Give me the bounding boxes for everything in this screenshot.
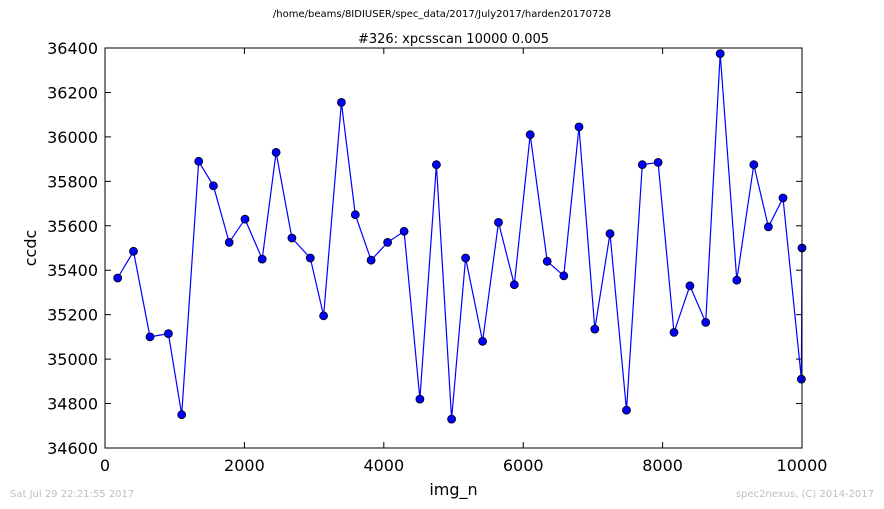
footer-credit: spec2nexus, (C) 2014-2017 [735, 489, 874, 500]
data-point [590, 324, 600, 334]
data-point [622, 405, 631, 415]
data-point [177, 410, 187, 420]
data-point [319, 311, 329, 321]
data-point [605, 229, 615, 239]
data-point [129, 246, 138, 256]
data-point [685, 281, 695, 291]
x-tick-label: 0 [100, 456, 110, 475]
data-point [163, 329, 173, 339]
y-axis-label: ccdc [21, 230, 40, 267]
data-point [715, 49, 725, 58]
plot-frame [104, 47, 803, 449]
data-point [447, 414, 457, 424]
y-tick-label: 36400 [47, 39, 98, 58]
y-tick-label: 34600 [47, 439, 98, 458]
data-point [749, 160, 759, 170]
series-line [117, 53, 803, 420]
axis-ticks: 0 2000 4000 6000 8000 10000 34600 34800 35000 352… [47, 39, 827, 475]
data-point [542, 256, 552, 266]
y-tick-label: 36000 [47, 128, 98, 147]
series-line-layer [117, 53, 803, 420]
data-point [461, 253, 471, 263]
data-point [574, 122, 584, 132]
x-tick-label: 10000 [777, 456, 828, 475]
data-point [271, 147, 281, 157]
data-point [224, 237, 234, 247]
data-point [415, 394, 425, 404]
data-point [257, 254, 267, 264]
y-tick-label: 35000 [47, 350, 98, 369]
data-point [525, 130, 535, 140]
y-tick-label: 34800 [47, 395, 98, 414]
y-tick-label: 36200 [47, 83, 98, 102]
data-point [669, 327, 679, 337]
data-point [478, 336, 488, 346]
data-point [383, 237, 393, 247]
data-point [797, 374, 806, 384]
data-point [305, 253, 315, 263]
data-point [764, 222, 773, 232]
data-point [653, 157, 663, 167]
data-point [113, 273, 123, 283]
footer-timestamp: Sat Jul 29 22:21:55 2017 [10, 489, 135, 500]
data-point [778, 193, 788, 203]
data-point [145, 332, 155, 342]
data-point [287, 233, 297, 243]
data-point [208, 181, 218, 191]
data-point [336, 98, 346, 107]
data-point [637, 160, 647, 170]
x-tick-label: 2000 [224, 456, 265, 475]
y-tick-label: 35200 [47, 306, 98, 325]
series-markers [113, 49, 807, 424]
y-tick-label: 35800 [47, 172, 98, 191]
y-tick-label: 35600 [47, 217, 98, 236]
data-point [732, 275, 742, 285]
x-tick-label: 8000 [642, 456, 683, 475]
data-point [194, 156, 204, 166]
x-tick-label: 6000 [503, 456, 544, 475]
y-tick-label: 35400 [47, 261, 98, 280]
figure-path-title: /home/beams/8IDIUSER/spec_data/2017/July… [272, 9, 612, 20]
chart-title: #326: xpcsscan 10000 0.005 [358, 32, 549, 47]
data-point [509, 280, 519, 290]
data-point [350, 210, 360, 220]
data-point [240, 214, 250, 224]
data-point [494, 217, 503, 227]
data-point [366, 255, 376, 265]
x-tick-label: 4000 [363, 456, 404, 475]
x-axis-label: img_n [429, 480, 477, 500]
data-point [559, 271, 569, 281]
data-point [431, 160, 441, 170]
data-point [399, 226, 409, 236]
data-point [701, 317, 711, 327]
